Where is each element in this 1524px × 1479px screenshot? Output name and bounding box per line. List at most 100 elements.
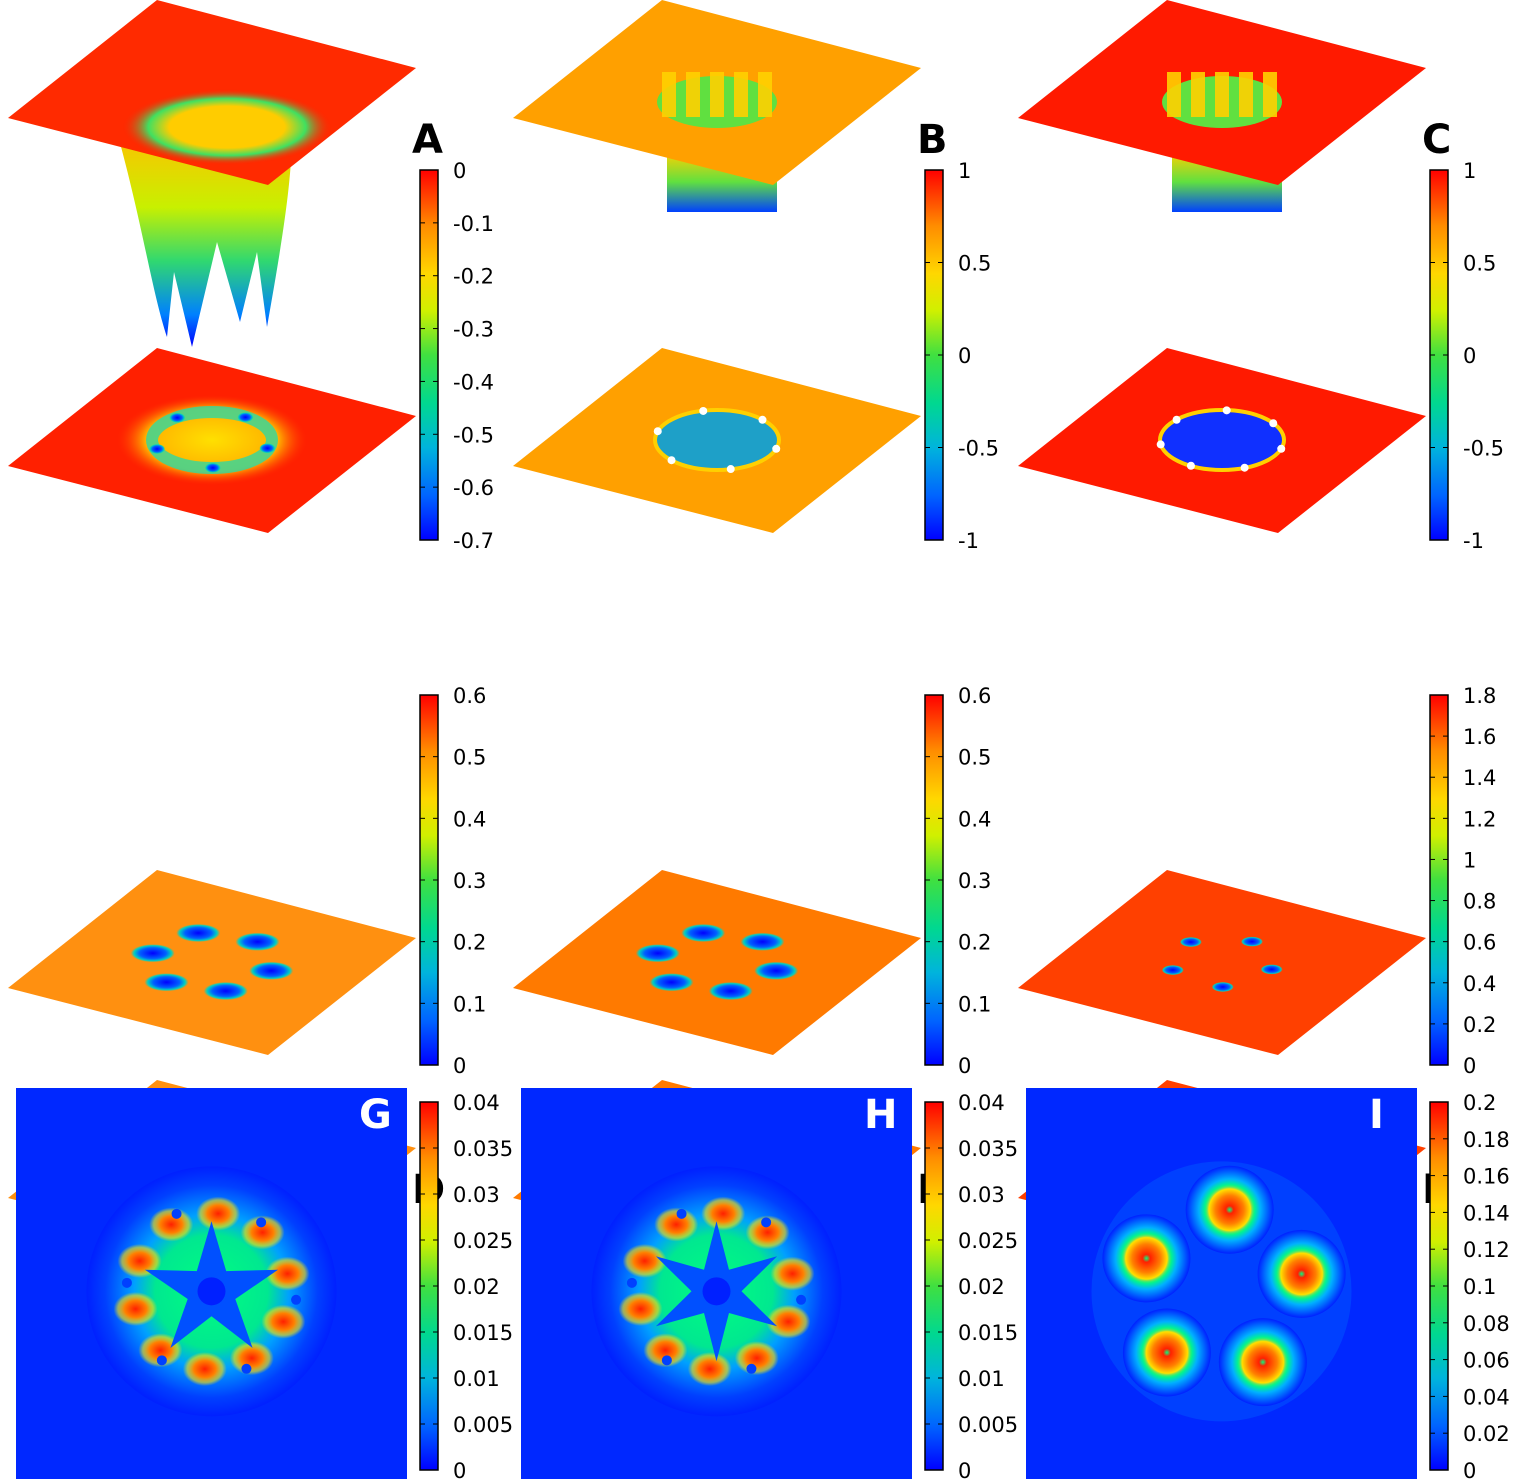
colorbar-tick-label: 0.4 <box>958 807 991 831</box>
projection-vortex <box>653 427 662 436</box>
projection-vortex <box>708 982 753 1001</box>
projection-vortex <box>726 465 735 474</box>
projection-vortex <box>667 456 676 465</box>
heatmap-blob <box>113 1291 158 1326</box>
heatmap-vortex <box>241 1363 252 1374</box>
projection-vortex <box>1186 461 1195 470</box>
panel-h: H <box>521 1088 912 1479</box>
heatmap-spot <box>1140 1326 1193 1379</box>
colorbar-tick-label: -0.2 <box>453 265 494 289</box>
colorbar-tick-label: 0.08 <box>1463 1312 1510 1336</box>
colorbar-tick-label: 0.025 <box>453 1229 513 1253</box>
projection-disk <box>653 408 781 472</box>
colorbar-tick-label: 0.005 <box>453 1413 513 1437</box>
heatmap-core <box>702 1277 731 1306</box>
projection-vortex <box>1211 981 1234 992</box>
colorbar-h: 0.04 0.035 0.03 0.025 0.02 0.015 0.01 0.005 0 <box>924 1091 1018 1479</box>
projection-vortex <box>649 973 694 992</box>
projection-vortex <box>130 944 175 963</box>
colorbar-tick-label: 0.6 <box>958 684 991 708</box>
colorbar-tick-label: 0.01 <box>453 1367 500 1391</box>
colorbar-tick-label: -0.5 <box>958 437 999 461</box>
projection-vortex <box>635 944 680 963</box>
projection-vortex <box>1269 419 1278 428</box>
colorbar-tick-label: 0 <box>1463 1459 1476 1479</box>
colorbar-tick-label: 0.04 <box>453 1091 500 1115</box>
surface-ridge <box>710 72 724 117</box>
heatmap-blob <box>261 1304 306 1339</box>
projection-vortex <box>249 961 294 980</box>
colorbar-a: 0 -0.1 -0.2 -0.3 -0.4 -0.5 -0.6 -0.7 <box>419 159 494 553</box>
colorbar-c: 1 0.5 0 -0.5 -1 <box>1429 159 1504 553</box>
panel-g: G <box>16 1088 407 1479</box>
colorbar-tick-label: 0.01 <box>958 1367 1005 1391</box>
colorbar-tick-label: -0.3 <box>453 318 494 342</box>
panel-label: B <box>917 117 948 163</box>
colorbar-tick-label: 0 <box>453 1459 466 1479</box>
projection-vortex <box>772 444 781 453</box>
heatmap-core <box>197 1277 226 1306</box>
projection-vortex <box>754 961 799 980</box>
colorbar-tick-label: 1.6 <box>1463 725 1496 749</box>
colorbar-tick-label: 0 <box>958 344 971 368</box>
colorbar-tick-label: 0.2 <box>1463 1091 1496 1115</box>
panel-c: C <box>1018 0 1451 533</box>
heatmap-blob <box>745 1215 790 1250</box>
heatmap-blob <box>654 1207 699 1242</box>
heatmap-vortex <box>156 1355 167 1366</box>
surface-ridge <box>734 72 748 117</box>
heatmap-spot <box>1236 1336 1289 1389</box>
panel-b: B <box>513 0 948 533</box>
heatmap-spot <box>1120 1232 1173 1285</box>
heatmap-blob <box>138 1333 183 1368</box>
colorbar-tick-label: 0.1 <box>1463 1275 1496 1299</box>
colorbar-tick-label: -0.4 <box>453 370 494 394</box>
heatmap-spot <box>1203 1183 1256 1236</box>
colorbar-f: 1.8 1.6 1.4 1.2 1 0.8 0.6 0.4 0.2 0 <box>1429 684 1496 1078</box>
colorbar-scale <box>419 169 439 541</box>
projection-vortex <box>1222 406 1231 415</box>
colorbar-tick-label: 0.025 <box>958 1229 1018 1253</box>
projection-vortex <box>259 443 276 454</box>
heatmap-vortex <box>676 1208 687 1219</box>
projection-vortex <box>144 973 189 992</box>
heatmap-blob <box>265 1256 310 1291</box>
colorbar-tick-label: 0 <box>1463 1054 1476 1078</box>
heatmap-blob <box>687 1352 732 1387</box>
projection-vortex <box>204 462 221 473</box>
projection-vortex <box>1161 965 1184 976</box>
panel-label: I <box>1369 1092 1384 1138</box>
surface-ridge <box>1239 72 1253 117</box>
colorbar-scale <box>1429 694 1449 1066</box>
panel-label: C <box>1422 117 1451 163</box>
heatmap-vortex <box>761 1217 772 1228</box>
colorbar-tick-label: 0.04 <box>958 1091 1005 1115</box>
surface-well-rim <box>122 89 332 165</box>
colorbar-tick-label: 0.8 <box>1463 890 1496 914</box>
projection-vortex <box>1240 463 1249 472</box>
surface-ridge <box>1263 72 1277 117</box>
colorbar-d: 0.6 0.5 0.4 0.3 0.2 0.1 0 <box>419 684 486 1078</box>
colorbar-tick-label: 0.6 <box>453 684 486 708</box>
projection-vortex <box>699 406 708 415</box>
projection-vortex <box>203 982 248 1001</box>
colorbar-tick-label: 0.14 <box>1463 1201 1510 1225</box>
colorbar-tick-label: -0.5 <box>453 423 494 447</box>
heatmap-blob <box>229 1341 274 1376</box>
colorbar-tick-label: 0.6 <box>1463 931 1496 955</box>
colorbar-tick-label: -0.5 <box>1463 437 1504 461</box>
surface-well <box>117 132 292 347</box>
colorbar-i: 0.2 0.18 0.16 0.14 0.12 0.1 0.08 0.06 0.04 0.02 0 <box>1429 1091 1510 1479</box>
heatmap-blob <box>770 1256 815 1291</box>
heatmap-blob <box>701 1196 746 1231</box>
colorbar-tick-label: 0.1 <box>958 992 991 1016</box>
colorbar-tick-label: 0.4 <box>1463 972 1496 996</box>
colorbar-tick-label: -0.1 <box>453 212 494 236</box>
colorbar-tick-label: -1 <box>958 529 979 553</box>
projection-vortex <box>149 443 166 454</box>
colorbar-tick-label: 0.035 <box>958 1137 1018 1161</box>
colorbar-tick-label: 0 <box>453 1054 466 1078</box>
projection-vortex <box>237 412 254 423</box>
projection-vortex <box>1277 444 1286 453</box>
colorbar-tick-label: 0 <box>958 1054 971 1078</box>
